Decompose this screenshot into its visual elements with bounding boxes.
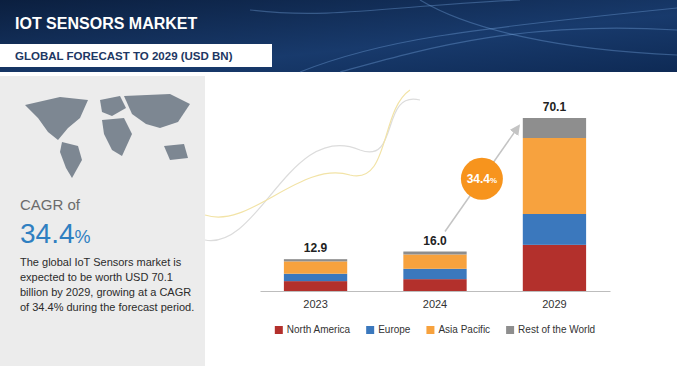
legend-label: Asia Pacific bbox=[438, 324, 490, 335]
total-label: 16.0 bbox=[423, 234, 447, 248]
continent bbox=[164, 144, 188, 160]
bar-segment bbox=[403, 279, 466, 291]
header-streak bbox=[420, 0, 677, 55]
x-tick: 2029 bbox=[542, 291, 566, 310]
cagr-caption: CAGR of bbox=[20, 196, 81, 213]
x-axis: 2023 2024 2029 bbox=[261, 291, 611, 310]
series-group bbox=[284, 245, 586, 291]
decor-curve bbox=[205, 99, 420, 240]
subtitle: GLOBAL FORECAST TO 2029 (USD BN) bbox=[15, 50, 233, 62]
bar-segment bbox=[284, 261, 347, 273]
bar-segment bbox=[403, 254, 466, 268]
cagr-value-unit: % bbox=[75, 227, 91, 247]
decor-curve bbox=[205, 90, 410, 217]
bar-segment bbox=[523, 118, 586, 138]
legend-label: Europe bbox=[378, 324, 411, 335]
legend-item: North America bbox=[275, 324, 351, 335]
bar-segment bbox=[523, 245, 586, 291]
x-tick-label: 2023 bbox=[303, 298, 327, 310]
bar-segment bbox=[403, 269, 466, 279]
description-line: billion by 2029, growing at a CAGR bbox=[20, 286, 191, 298]
bar-segment bbox=[284, 259, 347, 261]
left-panel bbox=[0, 76, 205, 366]
bar-segment bbox=[284, 281, 347, 291]
legend-swatch bbox=[275, 326, 283, 334]
series-group bbox=[284, 214, 586, 281]
series-group bbox=[284, 118, 586, 261]
cagr-bubble bbox=[461, 158, 503, 200]
legend-label: Rest of the World bbox=[518, 324, 595, 335]
description-line: The global IoT Sensors market is bbox=[20, 256, 182, 268]
total-label: 70.1 bbox=[543, 100, 567, 114]
continent bbox=[102, 118, 132, 156]
subtitle-banner bbox=[0, 44, 272, 67]
x-tick-label: 2029 bbox=[542, 298, 566, 310]
title: IOT SENSORS MARKET bbox=[15, 15, 197, 32]
cagr-bubble-number: 34.4 bbox=[467, 172, 491, 186]
cagr-bubble-label: 34.4% bbox=[467, 172, 497, 186]
description: The global IoT Sensors market is expected… bbox=[20, 256, 194, 313]
header-background bbox=[0, 0, 677, 72]
x-axis-line bbox=[261, 291, 611, 292]
series-group bbox=[284, 138, 586, 274]
description-line: of 34.4% during the forecast period. bbox=[20, 301, 194, 313]
x-tick: 2023 bbox=[303, 291, 327, 310]
legend-item: Asia Pacific bbox=[426, 324, 490, 335]
legend-swatch bbox=[506, 326, 514, 334]
world-map bbox=[25, 94, 190, 178]
description-line: expected to be worth USD 70.1 bbox=[20, 271, 173, 283]
legend-item: Rest of the World bbox=[506, 324, 595, 335]
cagr-bubble-unit: % bbox=[490, 176, 497, 185]
growth-arrow bbox=[445, 126, 519, 232]
continent bbox=[124, 94, 190, 128]
x-tick: 2024 bbox=[423, 291, 447, 310]
cagr-value-number: 34.4 bbox=[20, 218, 75, 249]
legend-item: Europe bbox=[366, 324, 411, 335]
bars bbox=[284, 118, 586, 291]
legend-swatch bbox=[366, 326, 374, 334]
continent bbox=[100, 96, 126, 116]
x-tick-label: 2024 bbox=[423, 298, 447, 310]
header-streak bbox=[340, 28, 677, 72]
cagr-value: 34.4% bbox=[20, 218, 91, 249]
total-labels: 12.9 16.0 70.1 bbox=[304, 100, 567, 255]
legend-label: North America bbox=[287, 324, 351, 335]
bar-segment bbox=[403, 252, 466, 255]
header-streak bbox=[300, 8, 677, 72]
legend: North America Europe Asia Pacific Rest of t… bbox=[275, 324, 595, 335]
bar-segment bbox=[523, 138, 586, 214]
continent bbox=[60, 142, 82, 178]
chart-container: IOT SENSORS MARKET GLOBAL FORECAST TO 202… bbox=[0, 0, 677, 370]
bar-segment bbox=[523, 214, 586, 245]
header-streak bbox=[250, 0, 520, 13]
chart-svg: IOT SENSORS MARKET GLOBAL FORECAST TO 202… bbox=[0, 0, 677, 370]
total-label: 12.9 bbox=[304, 241, 328, 255]
continent bbox=[25, 97, 88, 140]
bar-segment bbox=[284, 274, 347, 281]
legend-swatch bbox=[426, 326, 434, 334]
